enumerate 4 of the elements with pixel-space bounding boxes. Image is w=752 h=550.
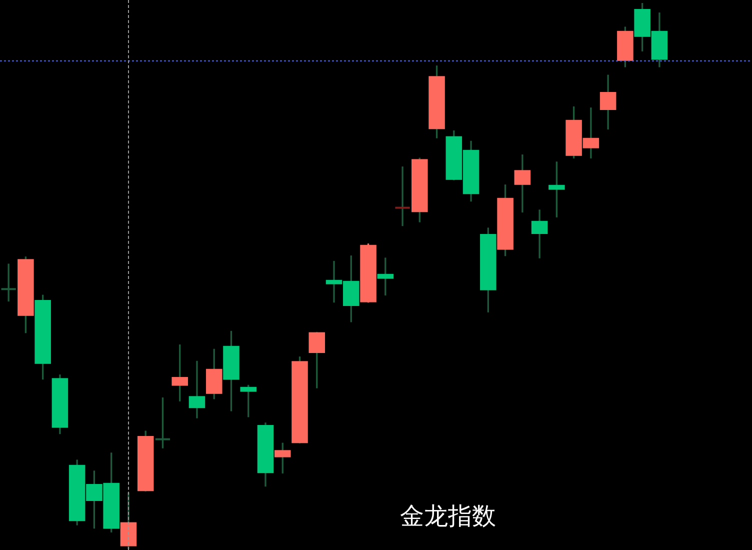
annotation: 金龙指数 [400,501,496,532]
candlestick [395,166,410,226]
candlestick [188,360,206,418]
candlestick [1,264,16,302]
